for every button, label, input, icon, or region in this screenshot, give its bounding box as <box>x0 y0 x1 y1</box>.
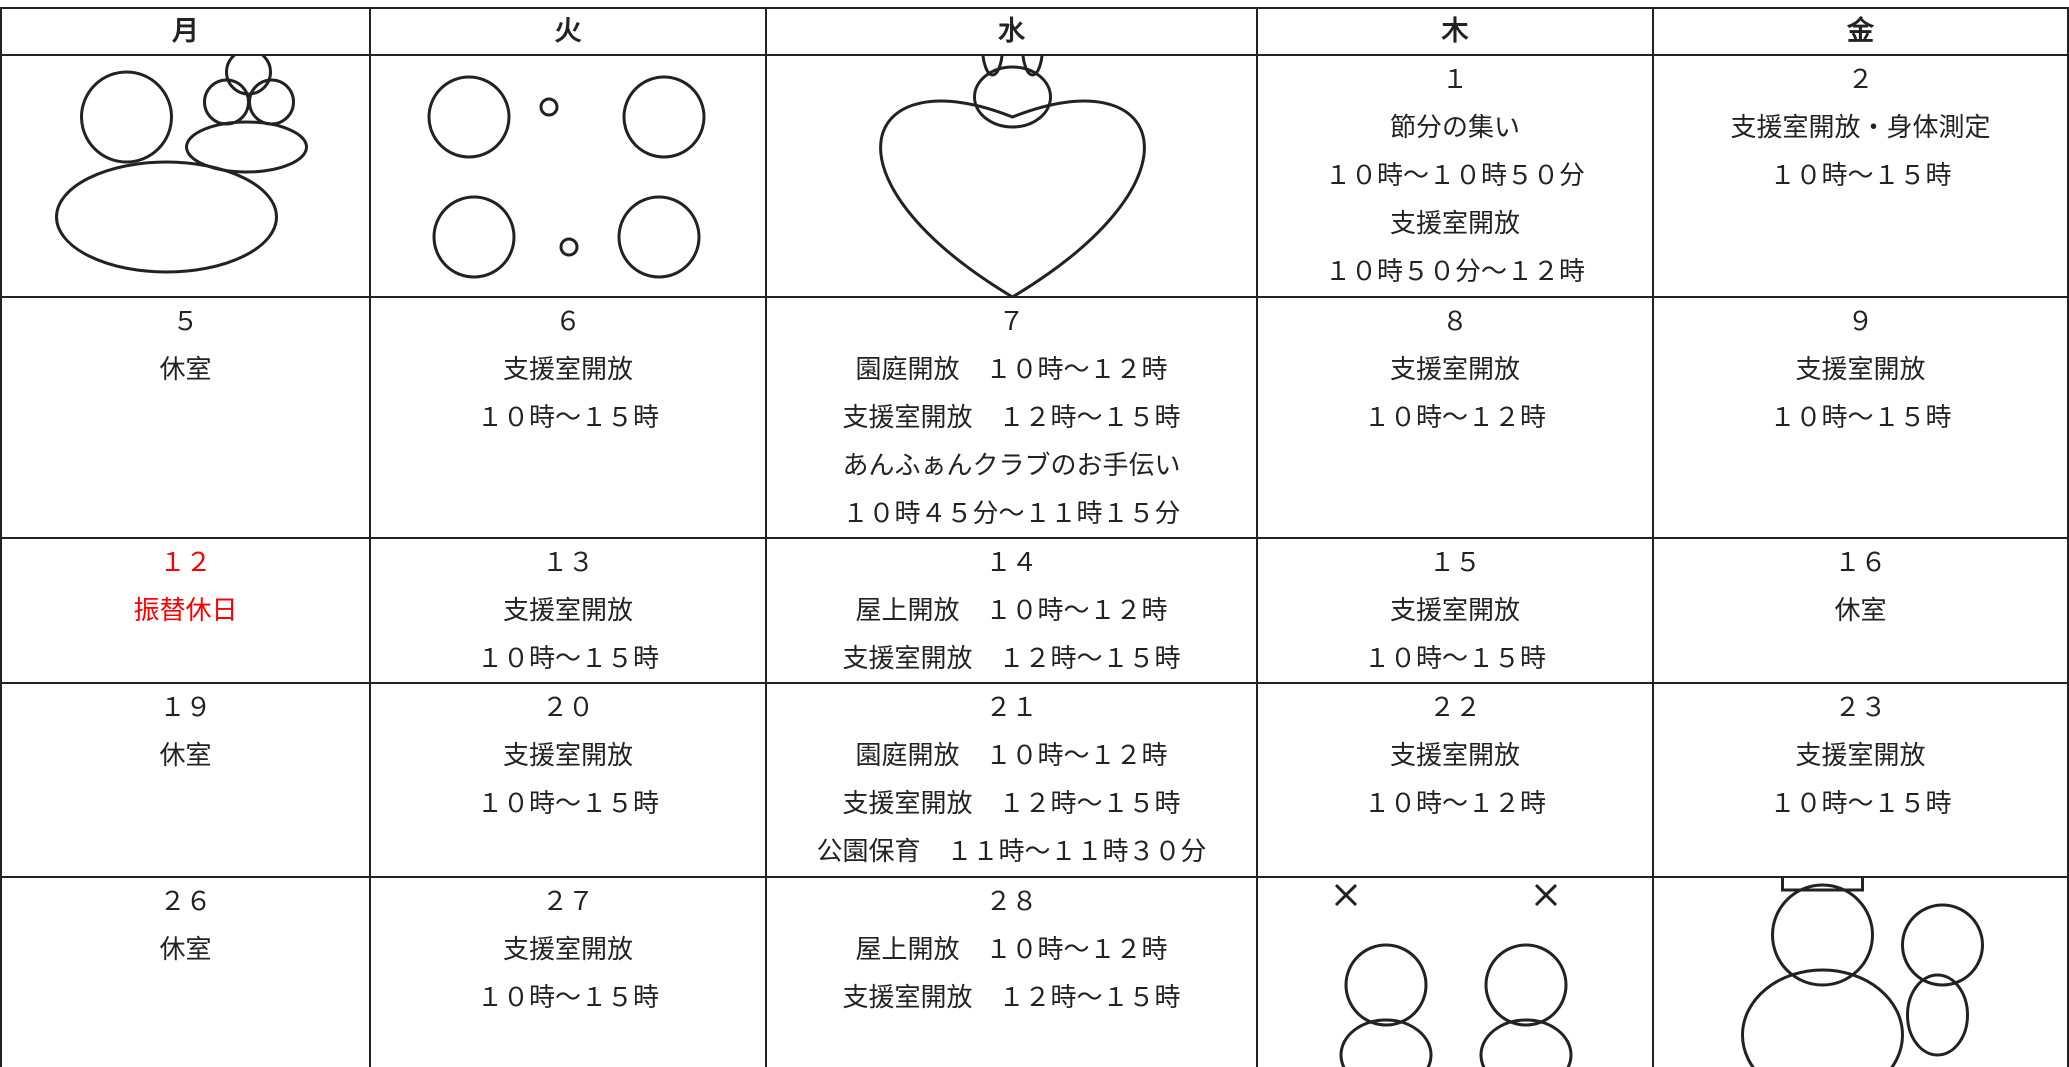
event: 屋上開放 １０時～１２時 <box>855 596 1168 626</box>
day-cell: ２１ 園庭開放 １０時～１２時 支援室開放 １２時～１５時 公園保育 １１時～１１時３… <box>765 682 1256 876</box>
day-cell: １２ 振替休日 <box>0 537 369 682</box>
day-cell: ２０ 支援室開放 １０時～１５時 <box>369 682 765 876</box>
event: 支援室開放 <box>1795 355 1926 385</box>
event: １０時～１２時 <box>1363 789 1546 819</box>
illustration <box>1741 878 1984 1067</box>
day-cell: ８ 支援室開放 １０時～１２時 <box>1256 296 1652 537</box>
event: 支援室開放 <box>502 741 633 771</box>
event: １０時５０分～１２時 <box>1324 257 1585 287</box>
date: ２３ <box>1834 693 1887 723</box>
event: 休室 <box>1834 596 1887 626</box>
date: ２８ <box>985 887 1038 917</box>
day-cell <box>369 54 765 296</box>
day-cell: ２６ 休室 <box>0 876 369 1067</box>
event: 支援室開放 <box>1389 209 1520 239</box>
date: １６ <box>1834 548 1887 578</box>
date: ２ <box>1847 65 1874 95</box>
event: １０時～１０時５０分 <box>1324 161 1585 191</box>
event: 休室 <box>159 355 212 385</box>
event: １０時～１５時 <box>476 403 659 433</box>
event: １０時４５分～１１時１５分 <box>842 499 1181 529</box>
day-header: 金 <box>1652 7 2069 54</box>
event: 支援室開放 １２時～１５時 <box>842 983 1181 1013</box>
event: 節分の集い <box>1389 113 1520 143</box>
day-header: 木 <box>1256 7 1652 54</box>
illustration <box>55 56 308 274</box>
event: 屋上開放 １０時～１２時 <box>855 935 1168 965</box>
date: １４ <box>985 548 1038 578</box>
day-header: 火 <box>369 7 765 54</box>
day-cell: ２３ 支援室開放 １０時～１５時 <box>1652 682 2069 876</box>
day-cell: ６ 支援室開放 １０時～１５時 <box>369 296 765 537</box>
day-cell <box>765 54 1256 296</box>
event: 休室 <box>159 741 212 771</box>
event: １０時～１２時 <box>1363 403 1546 433</box>
day-cell: ５ 休室 <box>0 296 369 537</box>
event: 支援室開放 <box>1389 741 1520 771</box>
event: 支援室開放 １２時～１５時 <box>842 403 1181 433</box>
event: 支援室開放 １２時～１５時 <box>842 644 1181 674</box>
event: 振替休日 <box>133 596 238 626</box>
date: ２６ <box>159 887 212 917</box>
date: １５ <box>1428 548 1481 578</box>
event: １０時～１５時 <box>1769 403 1952 433</box>
day-cell: １４ 屋上開放 １０時～１２時 支援室開放 １２時～１５時 <box>765 537 1256 682</box>
event: 支援室開放 <box>502 596 633 626</box>
day-cell: １６ 休室 <box>1652 537 2069 682</box>
date: ２０ <box>541 693 594 723</box>
day-cell <box>1256 876 1652 1067</box>
illustration <box>427 75 706 279</box>
day-cell: ２７ 支援室開放 １０時～１５時 <box>369 876 765 1067</box>
date: ７ <box>998 307 1025 337</box>
event: 支援室開放 <box>502 355 633 385</box>
event: １０時～１５時 <box>1769 161 1952 191</box>
day-cell: ２８ 屋上開放 １０時～１２時 支援室開放 １２時～１５時 <box>765 876 1256 1067</box>
day-cell: １３ 支援室開放 １０時～１５時 <box>369 537 765 682</box>
event: 休室 <box>159 935 212 965</box>
event: １０時～１５時 <box>1769 789 1952 819</box>
date: ８ <box>1441 307 1468 337</box>
event: 園庭開放 １０時～１２時 <box>855 355 1168 385</box>
event: １０時～１５時 <box>476 644 659 674</box>
date: ９ <box>1847 307 1874 337</box>
day-cell: ９ 支援室開放 １０時～１５時 <box>1652 296 2069 537</box>
event: 支援室開放 １２時～１５時 <box>842 789 1181 819</box>
event: あんふぁんクラブのお手伝い <box>842 451 1181 481</box>
event: １０時～１５時 <box>476 789 659 819</box>
illustration <box>879 56 1146 296</box>
date: １２ <box>159 548 212 578</box>
day-cell <box>0 54 369 296</box>
date: ２７ <box>541 887 594 917</box>
event: １０時～１５時 <box>476 983 659 1013</box>
illustration <box>1334 883 1573 1067</box>
date: １ <box>1441 65 1468 95</box>
day-header: 月 <box>0 7 369 54</box>
event: 園庭開放 １０時～１２時 <box>855 741 1168 771</box>
day-cell: ７ 園庭開放 １０時～１２時 支援室開放 １２時～１５時 あんふぁんクラブのお手伝い １… <box>765 296 1256 537</box>
event: 支援室開放 <box>502 935 633 965</box>
day-cell <box>1652 876 2069 1067</box>
date: ２２ <box>1428 693 1481 723</box>
event: 支援室開放 <box>1389 596 1520 626</box>
date: ２１ <box>985 693 1038 723</box>
event: 支援室開放 <box>1795 741 1926 771</box>
event: 支援室開放・身体測定 <box>1730 113 1991 143</box>
day-cell: ２２ 支援室開放 １０時～１２時 <box>1256 682 1652 876</box>
date: １３ <box>541 548 594 578</box>
date: ５ <box>172 307 199 337</box>
day-cell: １９ 休室 <box>0 682 369 876</box>
day-header: 水 <box>765 7 1256 54</box>
event: 支援室開放 <box>1389 355 1520 385</box>
event: 公園保育 １１時～１１時３０分 <box>816 837 1207 867</box>
day-cell: ２ 支援室開放・身体測定 １０時～１５時 <box>1652 54 2069 296</box>
day-cell: １５ 支援室開放 １０時～１５時 <box>1256 537 1652 682</box>
day-cell: １ 節分の集い １０時～１０時５０分 支援室開放 １０時５０分～１２時 <box>1256 54 1652 296</box>
date: １９ <box>159 693 212 723</box>
event: １０時～１５時 <box>1363 644 1546 674</box>
date: ６ <box>554 307 581 337</box>
